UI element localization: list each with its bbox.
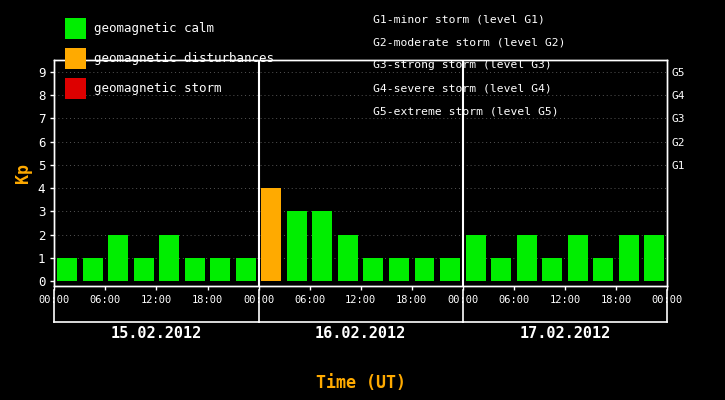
Bar — [568, 235, 588, 281]
Bar — [363, 258, 384, 281]
Bar — [160, 235, 179, 281]
Text: geomagnetic disturbances: geomagnetic disturbances — [94, 52, 274, 65]
Bar — [262, 188, 281, 281]
Bar — [236, 258, 256, 281]
Text: G4-severe storm (level G4): G4-severe storm (level G4) — [373, 84, 552, 94]
Text: geomagnetic storm: geomagnetic storm — [94, 82, 222, 95]
Text: G2-moderate storm (level G2): G2-moderate storm (level G2) — [373, 37, 566, 47]
Bar — [465, 235, 486, 281]
Bar — [389, 258, 409, 281]
Bar — [108, 235, 128, 281]
Y-axis label: Kp: Kp — [14, 163, 33, 183]
Bar — [312, 212, 332, 281]
Bar — [440, 258, 460, 281]
Text: 15.02.2012: 15.02.2012 — [111, 326, 202, 341]
Bar — [57, 258, 77, 281]
Bar — [287, 212, 307, 281]
Bar — [185, 258, 204, 281]
Text: G5-extreme storm (level G5): G5-extreme storm (level G5) — [373, 107, 559, 117]
Bar — [83, 258, 103, 281]
Bar — [338, 235, 358, 281]
Bar — [517, 235, 536, 281]
Bar — [133, 258, 154, 281]
Bar — [210, 258, 231, 281]
Bar — [618, 235, 639, 281]
Bar — [491, 258, 511, 281]
Bar — [645, 235, 664, 281]
Text: 16.02.2012: 16.02.2012 — [315, 326, 406, 341]
Text: geomagnetic calm: geomagnetic calm — [94, 22, 215, 35]
Bar — [542, 258, 562, 281]
Text: G3-strong storm (level G3): G3-strong storm (level G3) — [373, 60, 552, 70]
Text: Time (UT): Time (UT) — [315, 374, 406, 392]
Text: 17.02.2012: 17.02.2012 — [519, 326, 610, 341]
Bar — [415, 258, 434, 281]
Bar — [593, 258, 613, 281]
Text: G1-minor storm (level G1): G1-minor storm (level G1) — [373, 14, 545, 24]
